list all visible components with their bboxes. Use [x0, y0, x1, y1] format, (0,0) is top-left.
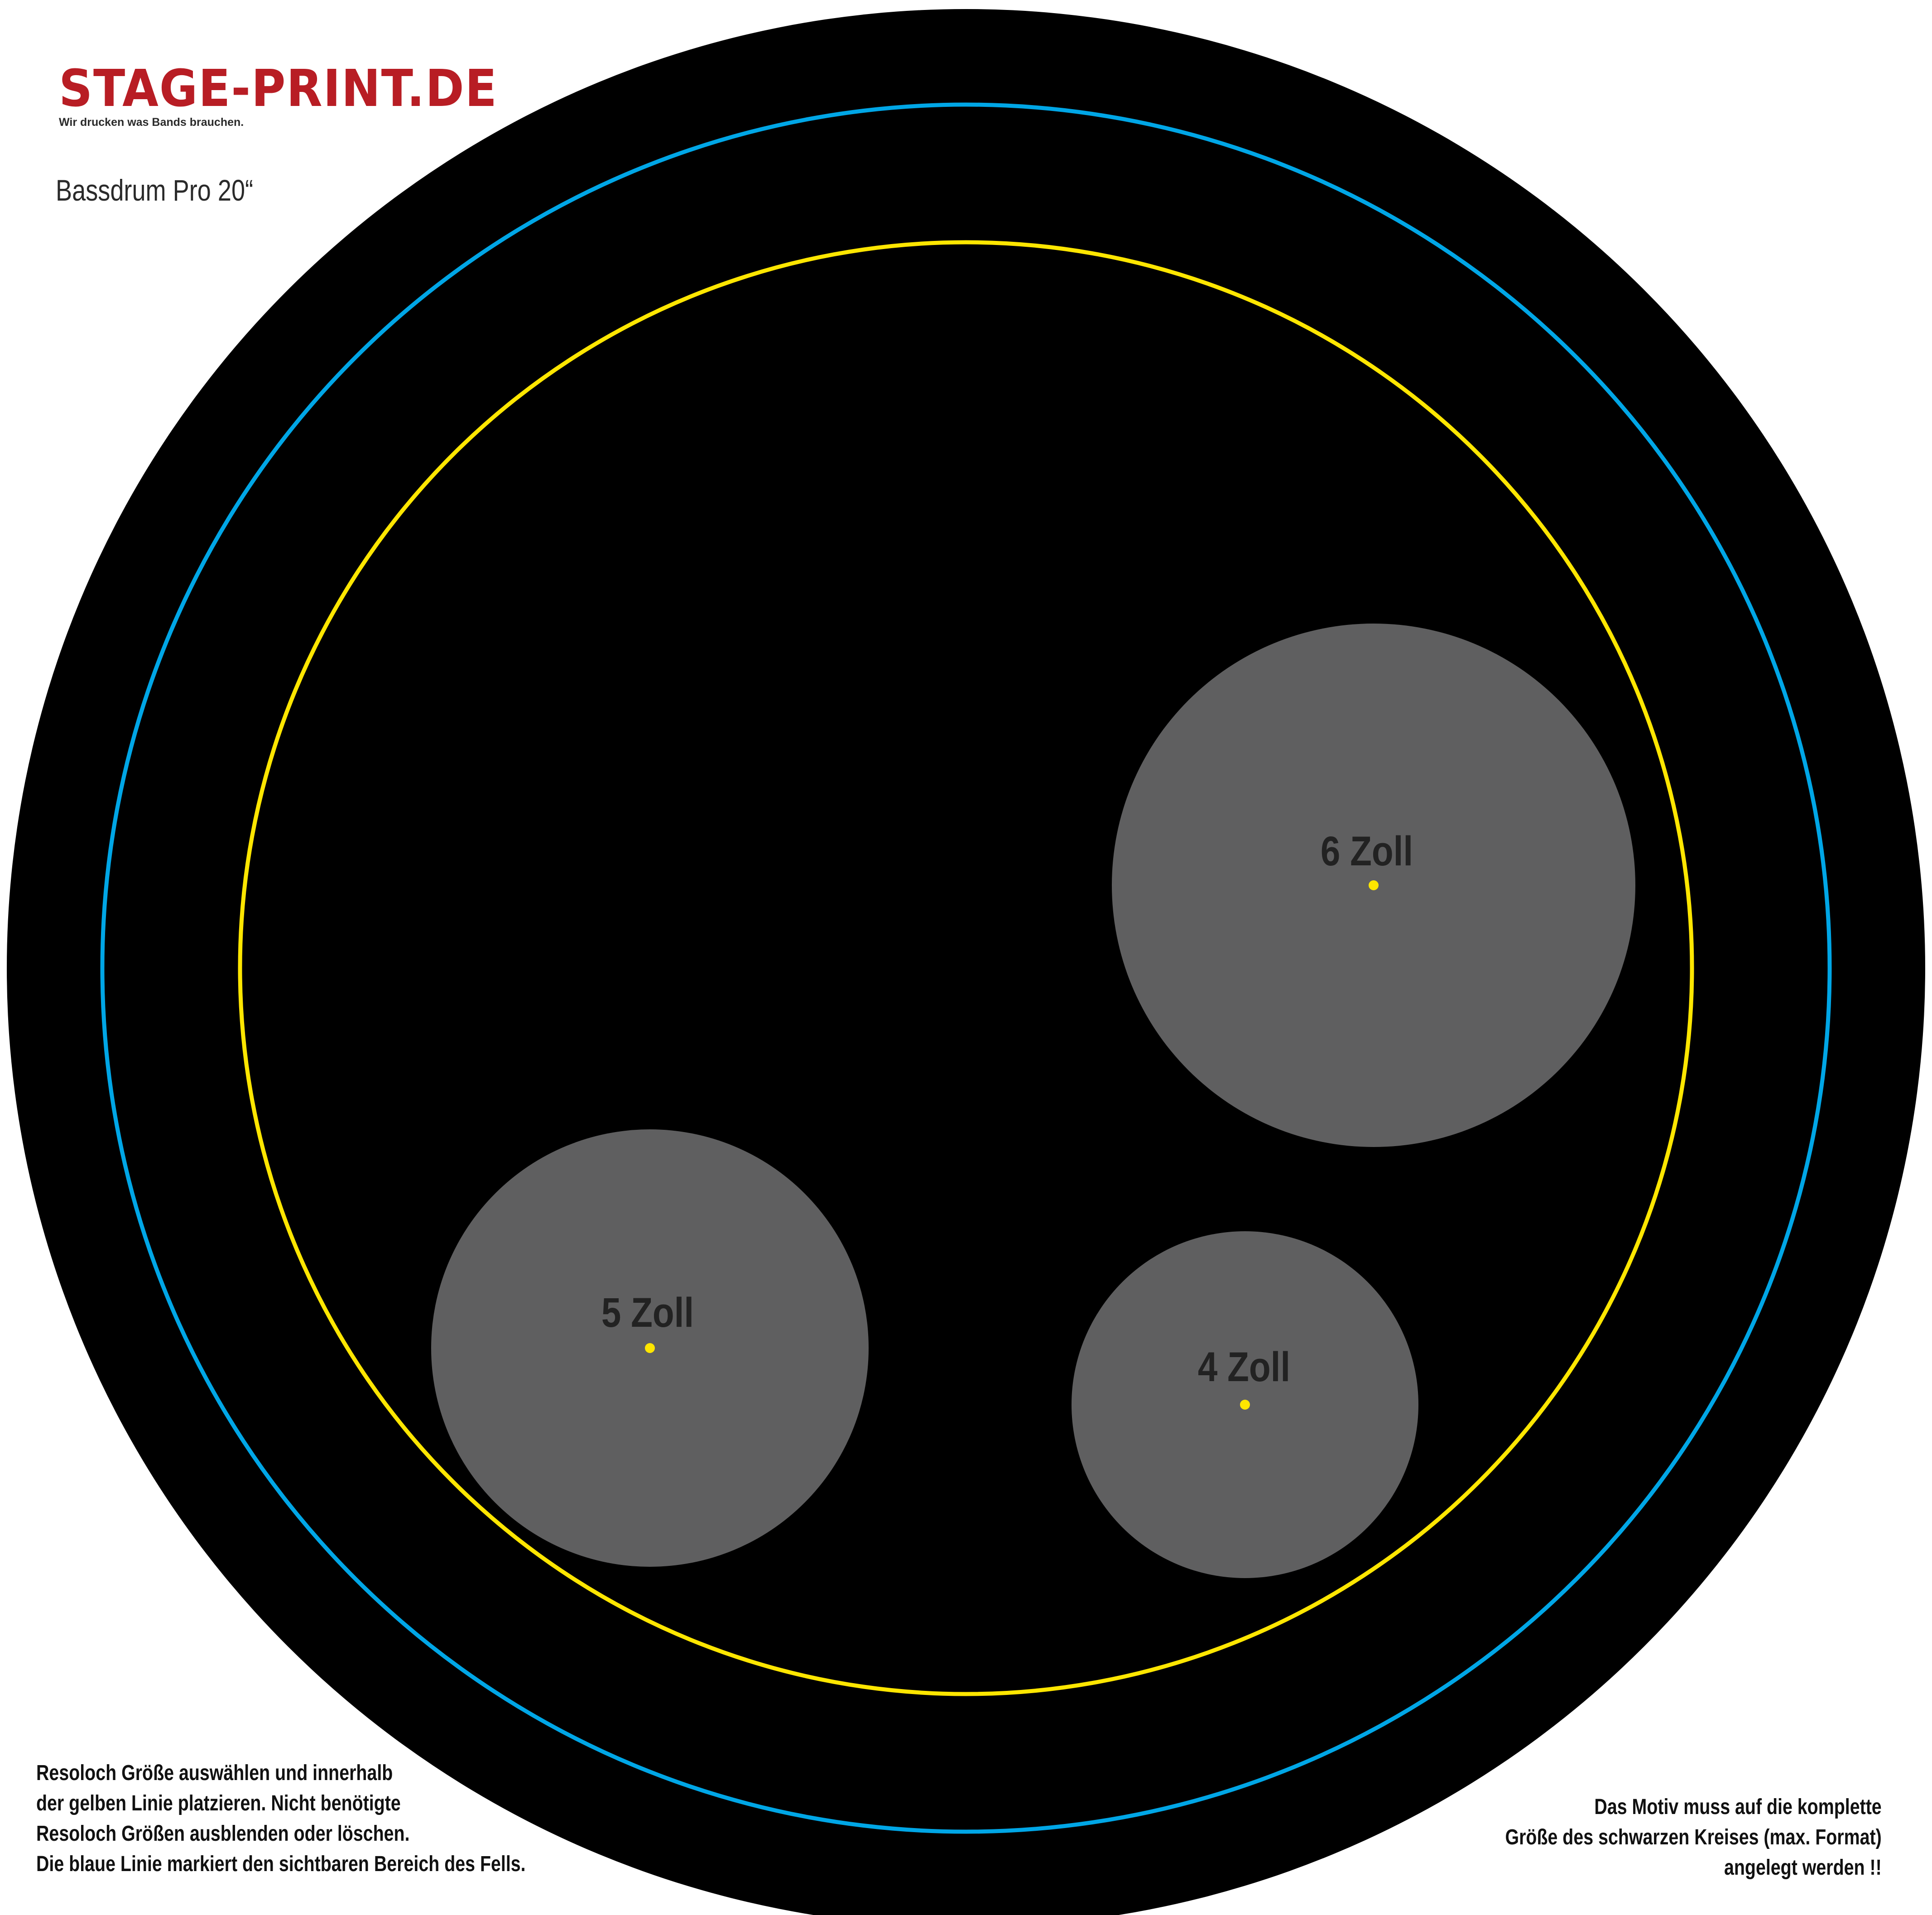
instructions-left: Resoloch Größe auswählen und innerhalb d…	[36, 1758, 526, 1879]
hole-6-zoll: 6 Zoll	[1112, 624, 1635, 1147]
visible-area-blue-line	[100, 102, 1832, 1834]
placement-yellow-line	[238, 240, 1694, 1696]
drumhead-black-circle	[7, 9, 1925, 1915]
instruction-line: Resoloch Größen ausblenden oder löschen.	[36, 1822, 410, 1846]
hole-4-zoll-label: 4 Zoll	[1198, 1344, 1290, 1390]
brand-tagline: Wir drucken was Bands brauchen.	[59, 116, 244, 129]
instruction-line: angelegt werden !!	[1724, 1856, 1882, 1880]
brand-name: STAGE-PRINT.DE	[59, 59, 498, 118]
instruction-line: Größe des schwarzen Kreises (max. Format…	[1505, 1825, 1882, 1849]
hole-6-zoll-label: 6 Zoll	[1321, 828, 1413, 874]
instructions-right: Das Motiv muss auf die komplette Größe d…	[1505, 1792, 1882, 1883]
hole-6-zoll-center-dot	[1369, 880, 1379, 890]
hole-5-zoll: 5 Zoll	[431, 1129, 869, 1567]
hole-5-zoll-label: 5 Zoll	[601, 1290, 694, 1336]
instruction-line: Das Motiv muss auf die komplette	[1594, 1795, 1882, 1819]
brand-logo: STAGE-PRINT.DE Wir drucken was Bands bra…	[59, 59, 498, 129]
instruction-line: der gelben Linie platzieren. Nicht benöt…	[36, 1791, 401, 1815]
template-title: Bassdrum Pro 20“	[56, 173, 254, 207]
hole-4-zoll: 4 Zoll	[1072, 1231, 1418, 1578]
hole-5-zoll-center-dot	[645, 1343, 655, 1353]
instruction-line: Resoloch Größe auswählen und innerhalb	[36, 1761, 393, 1785]
hole-4-zoll-center-dot	[1240, 1400, 1250, 1410]
instruction-line: Die blaue Linie markiert den sichtbaren …	[36, 1852, 526, 1876]
